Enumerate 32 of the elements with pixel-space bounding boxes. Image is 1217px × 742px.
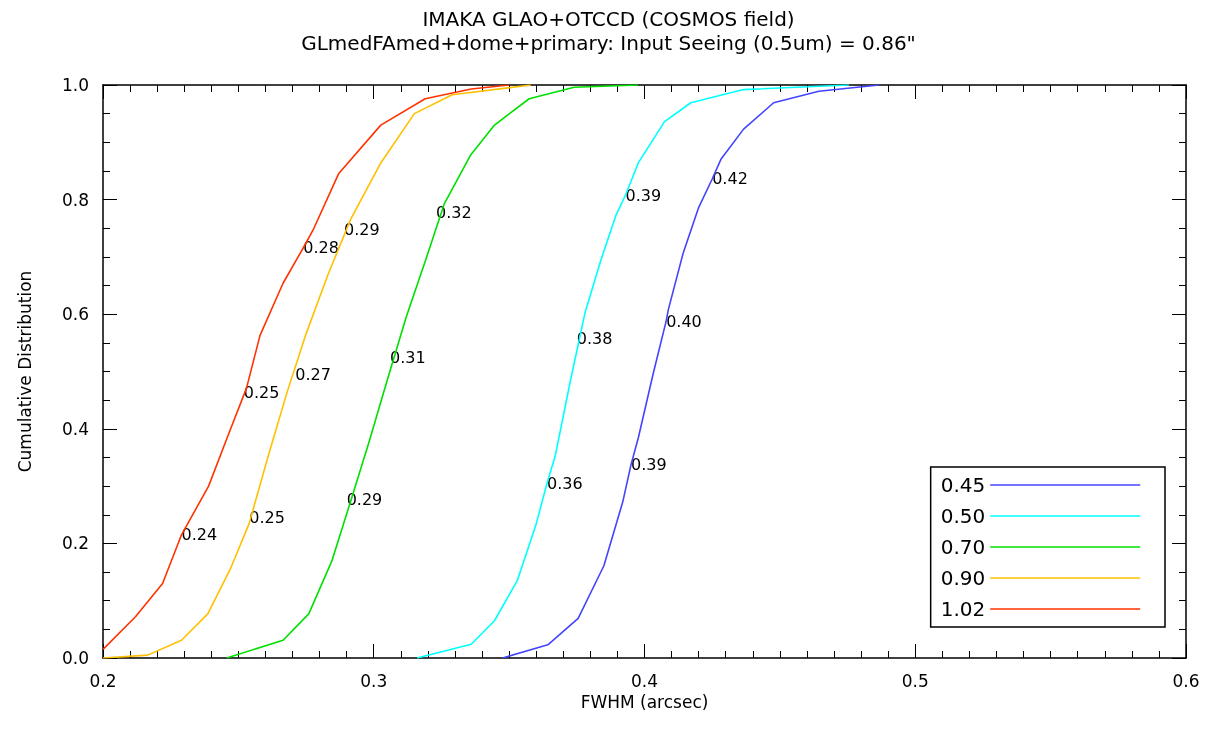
x-tick-label: 0.6 — [1172, 670, 1200, 691]
text: 0.90 — [940, 566, 986, 590]
annotation: 0.39 — [625, 185, 662, 205]
text: 0.45 — [940, 473, 986, 497]
annotation: 0.27 — [295, 365, 331, 385]
annotation: 0.39 — [630, 455, 667, 475]
annotation: 0.28 — [303, 238, 339, 258]
y-tick-label: 0.2 — [61, 533, 89, 554]
y-axis-title: Cumulative Distribution — [14, 270, 35, 473]
x-axis-title: FWHM (arcsec) — [580, 692, 709, 713]
chart-subtitle: GLmedFAmed+dome+primary: Input Seeing (0.5um) = 0.86" — [301, 31, 916, 55]
x-tick-label: 0.4 — [630, 670, 659, 691]
x-tick-label: 0.2 — [89, 670, 117, 691]
text: 0.70 — [940, 535, 986, 559]
y-tick-label: 1.0 — [61, 75, 89, 95]
y-tick-label: 0.6 — [61, 304, 89, 325]
text: 0.50 — [940, 504, 986, 528]
y-tick-label: 0.8 — [61, 189, 89, 210]
line-series — [501, 84, 880, 659]
annotation: 0.29 — [343, 220, 380, 240]
annotation: 0.36 — [547, 473, 583, 493]
annotation: 0.40 — [666, 311, 702, 331]
annotation: 0.25 — [249, 507, 285, 527]
annotation: 0.24 — [181, 525, 218, 545]
y-tick-label: 0.0 — [61, 648, 89, 668]
annotation: 0.42 — [712, 169, 748, 189]
chart-title: IMAKA GLAO+OTCCD (COSMOS field) — [422, 7, 795, 31]
text: 1.02 — [940, 597, 986, 621]
x-tick-label: 0.5 — [901, 670, 929, 691]
annotation: 0.25 — [243, 382, 280, 402]
y-tick-label: 0.4 — [61, 418, 89, 439]
x-tick-label: 0.3 — [360, 670, 388, 691]
